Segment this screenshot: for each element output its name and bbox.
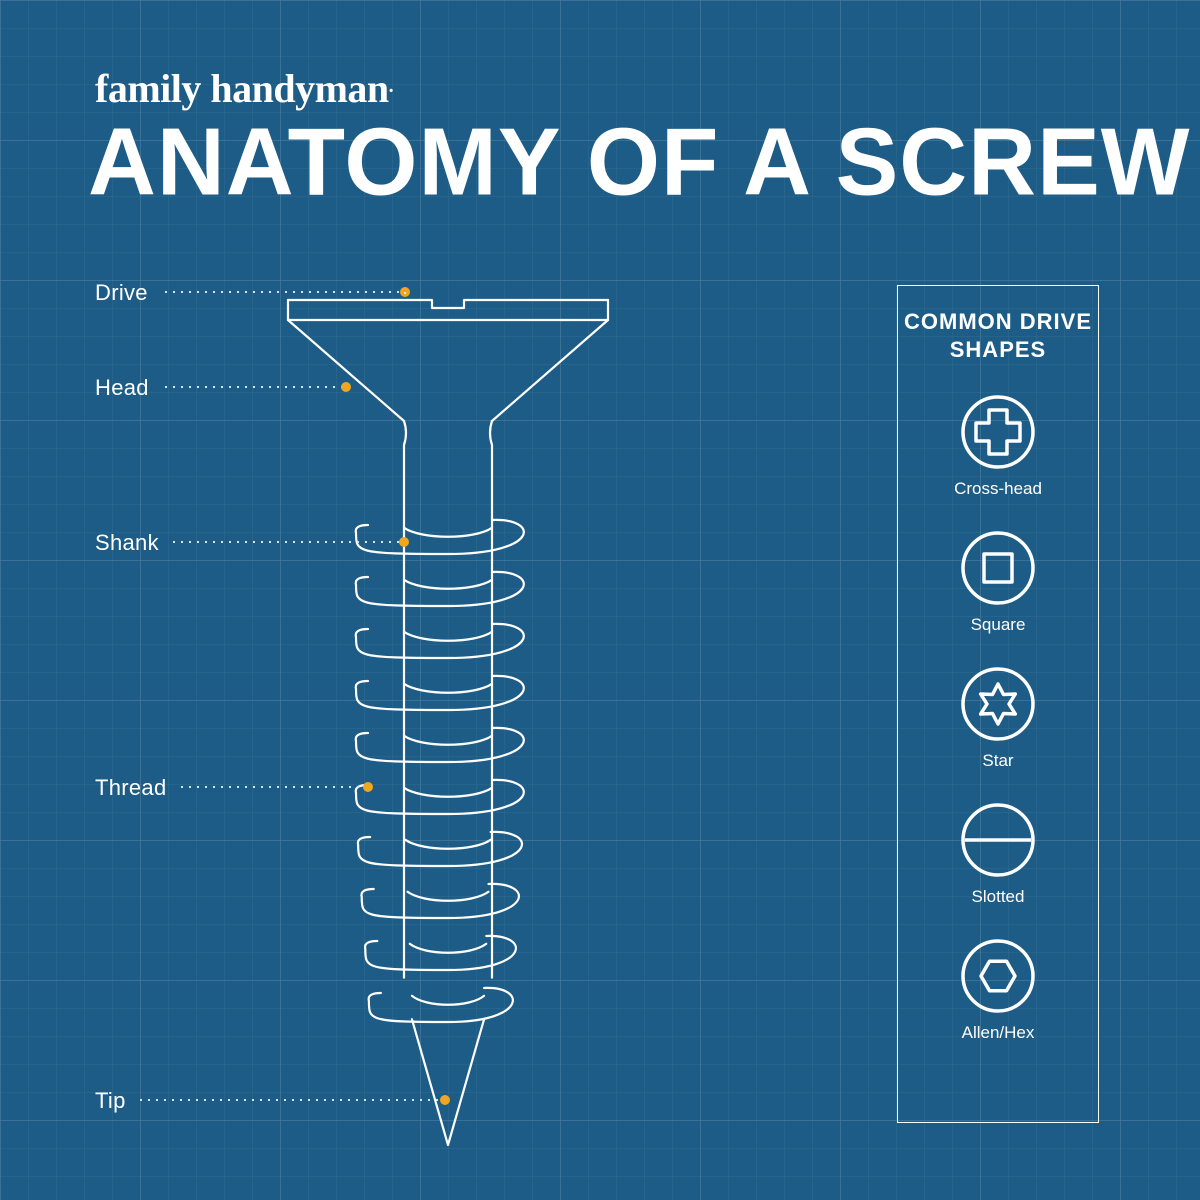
square-icon [959,529,1037,607]
shape-label: Star [982,751,1013,771]
shape-item-slotted: Slotted [898,801,1098,907]
sidebar-title: COMMON DRIVE SHAPES [898,308,1098,363]
sidebar-title-line2: SHAPES [950,337,1046,362]
sidebar-title-line1: COMMON DRIVE [904,309,1092,334]
shape-label: Cross-head [954,479,1042,499]
brand-logo: family handyman. [95,65,393,112]
infographic-content: family handyman. ANATOMY OF A SCREW COMM… [0,0,1200,1200]
shape-item-hex: Allen/Hex [898,937,1098,1043]
shape-item-cross: Cross-head [898,393,1098,499]
label-drive: Drive [95,280,148,306]
shape-label: Slotted [972,887,1025,907]
shape-item-square: Square [898,529,1098,635]
shape-label: Allen/Hex [962,1023,1035,1043]
star-icon [959,665,1037,743]
hex-icon [959,937,1037,1015]
cross-icon [959,393,1037,471]
label-head: Head [95,375,149,401]
drive-shapes-panel: COMMON DRIVE SHAPES Cross-head Square Star… [897,285,1099,1123]
brand-dot: . [389,75,394,97]
slotted-icon [959,801,1037,879]
label-thread: Thread [95,775,167,801]
brand-text: family handyman [95,66,389,111]
shape-label: Square [971,615,1026,635]
label-shank: Shank [95,530,159,556]
label-tip: Tip [95,1088,126,1114]
shape-item-star: Star [898,665,1098,771]
page-title: ANATOMY OF A SCREW [88,107,1191,217]
